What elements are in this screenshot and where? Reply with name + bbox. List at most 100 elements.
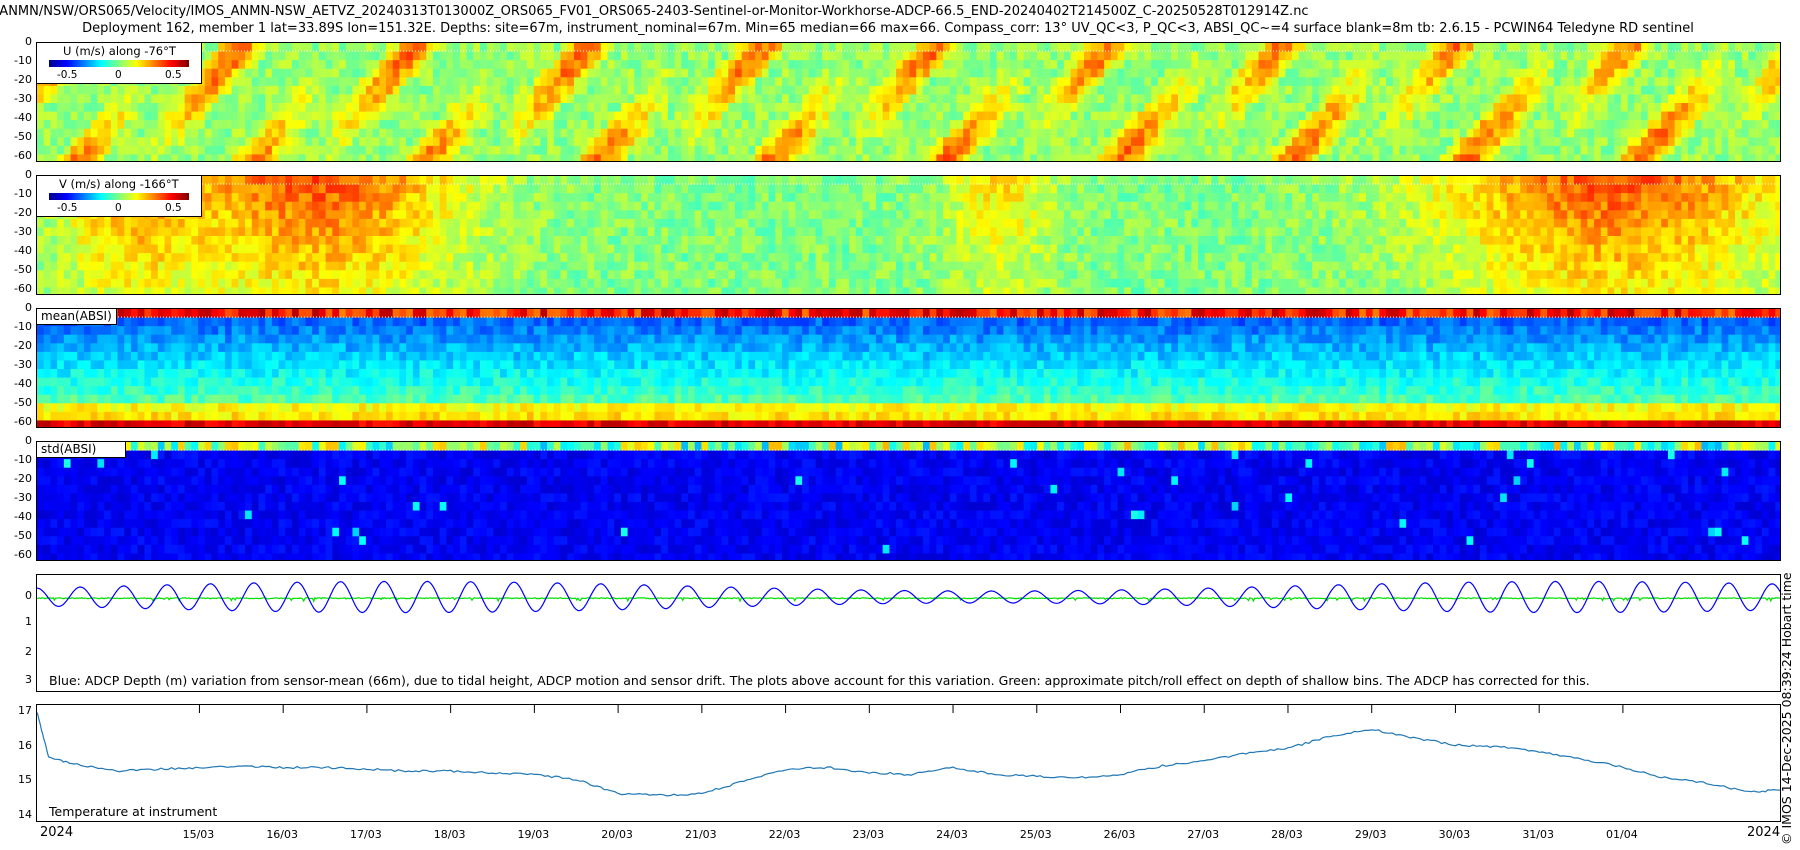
v-cell [567, 193, 575, 203]
u-cell [520, 94, 528, 104]
u-cell [1634, 120, 1642, 130]
u-cell [1708, 103, 1716, 113]
u-cell [1023, 77, 1031, 87]
u-cell [1634, 68, 1642, 78]
u-cell [1446, 120, 1454, 130]
v-cell [37, 218, 45, 229]
u-cell [768, 77, 776, 87]
u-cell [1627, 103, 1635, 113]
u-cell [594, 120, 602, 130]
v-cell [520, 210, 528, 220]
u-cell [466, 111, 474, 121]
u-cell [1057, 51, 1065, 61]
v-cell [580, 244, 588, 254]
u-cell [1674, 60, 1682, 70]
u-cell [1271, 137, 1280, 147]
u-cell [1003, 111, 1011, 121]
u-cell [1352, 60, 1360, 70]
v-cell [325, 193, 333, 203]
u-cell [795, 77, 803, 87]
v-cell [117, 244, 125, 254]
u-cell [332, 145, 340, 156]
u-cell [1493, 94, 1501, 104]
u-cell [808, 154, 817, 161]
u-cell [506, 128, 515, 138]
v-cell [439, 287, 447, 294]
u-cell [1513, 60, 1521, 70]
u-cell [1600, 77, 1609, 87]
u-cell [1164, 51, 1172, 61]
u-cell [1037, 120, 1045, 130]
u-cell [278, 94, 286, 104]
u-cell [943, 128, 951, 138]
u-cell [365, 60, 374, 70]
u-cell [956, 85, 964, 96]
u-cell [842, 128, 850, 138]
u-cell [359, 43, 367, 53]
u-cell [990, 68, 998, 78]
v-cell [540, 218, 548, 229]
u-cell [43, 120, 52, 130]
u-cell [540, 137, 548, 147]
u-cell [607, 137, 615, 147]
u-cell [231, 137, 239, 147]
v-cell [453, 176, 461, 186]
v-cell [305, 253, 313, 263]
v-cell [406, 287, 414, 294]
u-cell [1573, 103, 1582, 113]
u-cell [1030, 145, 1038, 156]
v-cell [359, 184, 367, 194]
v-cell [365, 261, 374, 271]
u-cell [1372, 154, 1380, 161]
u-cell [822, 77, 830, 87]
u-cell [224, 154, 233, 161]
u-cell [1466, 145, 1474, 156]
v-cell [540, 193, 548, 203]
u-cell [1332, 120, 1340, 130]
u-cell [164, 154, 172, 161]
u-cell [681, 111, 689, 121]
v-cell [265, 244, 273, 254]
u-cell [795, 51, 803, 61]
u-cell [1587, 94, 1595, 104]
u-cell [1251, 85, 1260, 96]
v-cell [634, 270, 642, 280]
u-cell [1708, 94, 1716, 104]
u-cell [1594, 60, 1602, 70]
u-cell [104, 94, 112, 104]
u-cell [1412, 94, 1421, 104]
u-cell [1399, 137, 1407, 147]
u-cell [486, 137, 494, 147]
u-cell [365, 85, 374, 96]
u-cell [204, 145, 213, 156]
v-cell [446, 218, 454, 229]
u-cell [1352, 128, 1360, 138]
u-cell [855, 128, 864, 138]
v-cell [392, 244, 401, 254]
u-cell [674, 85, 682, 96]
v-cell [292, 184, 300, 194]
u-cell [1708, 43, 1716, 53]
u-cell [607, 103, 615, 113]
u-cell [1573, 94, 1582, 104]
u-cell [641, 51, 649, 61]
u-cell [486, 154, 494, 161]
u-cell [57, 154, 65, 161]
u-cell [1010, 111, 1018, 121]
u-cell [1761, 103, 1770, 113]
v-cell [580, 253, 588, 263]
u-cell [359, 60, 367, 70]
v-cell [614, 236, 622, 246]
u-cell [580, 145, 588, 156]
u-cell [1271, 77, 1280, 87]
u-cell [144, 154, 152, 161]
u-cell [1553, 68, 1562, 78]
v-cell [439, 210, 447, 220]
u-cell [298, 120, 307, 130]
u-cell [661, 77, 669, 87]
u-cell [473, 145, 481, 156]
u-cell [1701, 94, 1709, 104]
u-cell [1305, 94, 1313, 104]
u-cell [359, 120, 367, 130]
u-cell [479, 154, 488, 161]
